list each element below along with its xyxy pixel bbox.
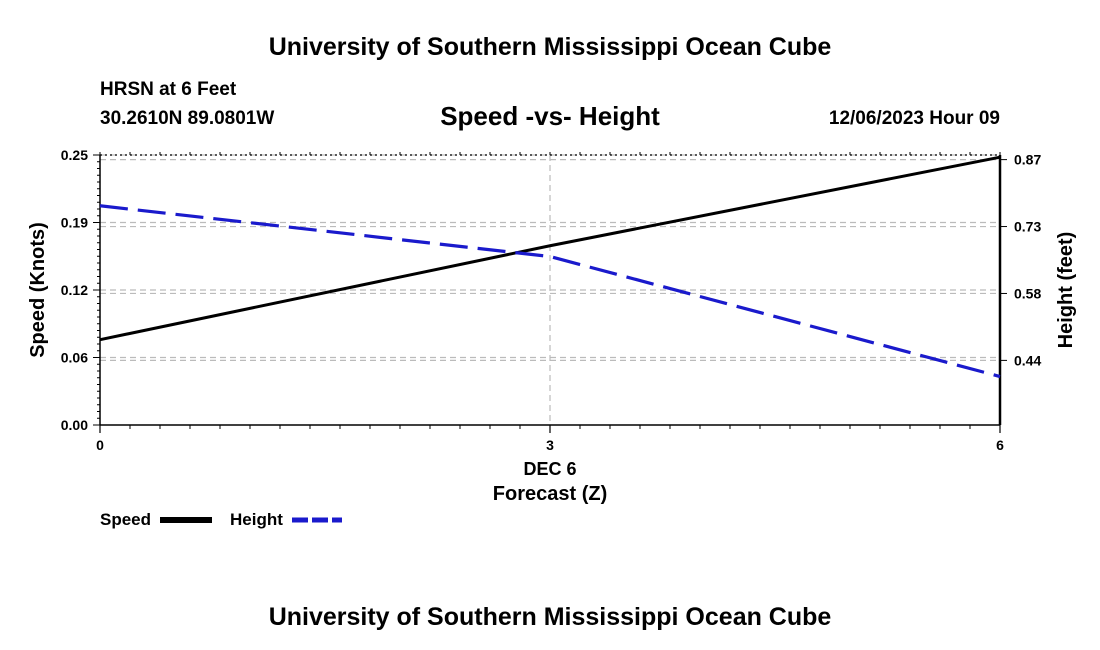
- left-axis: 0.00 0.06 0.12 0.19 0.25: [61, 147, 100, 433]
- y-left-tick-label: 0.06: [61, 350, 88, 366]
- y-left-tick-label: 0.00: [61, 417, 88, 433]
- series-line-height: [99, 204, 1001, 379]
- x-axis-label: Forecast (Z): [493, 483, 607, 505]
- chart-series: [99, 155, 1001, 379]
- x-tick-label: 3: [546, 437, 554, 453]
- y-right-tick-label: 0.73: [1014, 219, 1041, 235]
- y-left-tick-label: 0.19: [61, 215, 88, 231]
- right-axis: 0.44 0.58 0.73 0.87: [1000, 152, 1041, 368]
- y-right-tick-label: 0.58: [1014, 285, 1041, 301]
- legend: Speed Height: [100, 510, 342, 529]
- chart-title: Speed -vs- Height: [440, 101, 660, 131]
- station-label: HRSN at 6 Feet: [100, 79, 237, 100]
- station-coords: 30.2610N 89.0801W: [100, 108, 274, 129]
- y-right-tick-label: 0.44: [1014, 352, 1041, 368]
- page-title: University of Southern Mississippi Ocean…: [269, 33, 832, 61]
- legend-height-label: Height: [230, 510, 283, 529]
- y-axis-right-label: Height (feet): [1055, 232, 1077, 349]
- y-left-tick-label: 0.25: [61, 147, 88, 163]
- y-left-tick-label: 0.12: [61, 282, 88, 298]
- chart-grid: [100, 154, 1000, 425]
- bottom-axis: 0 3 6: [96, 152, 1004, 453]
- y-axis-left-label: Speed (Knots): [27, 222, 49, 358]
- y-right-tick-label: 0.87: [1014, 152, 1041, 168]
- legend-speed-label: Speed: [100, 510, 151, 529]
- x-tick-label: 6: [996, 437, 1004, 453]
- x-date-label: DEC 6: [523, 459, 576, 479]
- x-tick-label: 0: [96, 437, 104, 453]
- footer-title: University of Southern Mississippi Ocean…: [269, 603, 832, 631]
- series-line-speed: [99, 155, 1001, 342]
- forecast-date: 12/06/2023 Hour 09: [829, 108, 1000, 129]
